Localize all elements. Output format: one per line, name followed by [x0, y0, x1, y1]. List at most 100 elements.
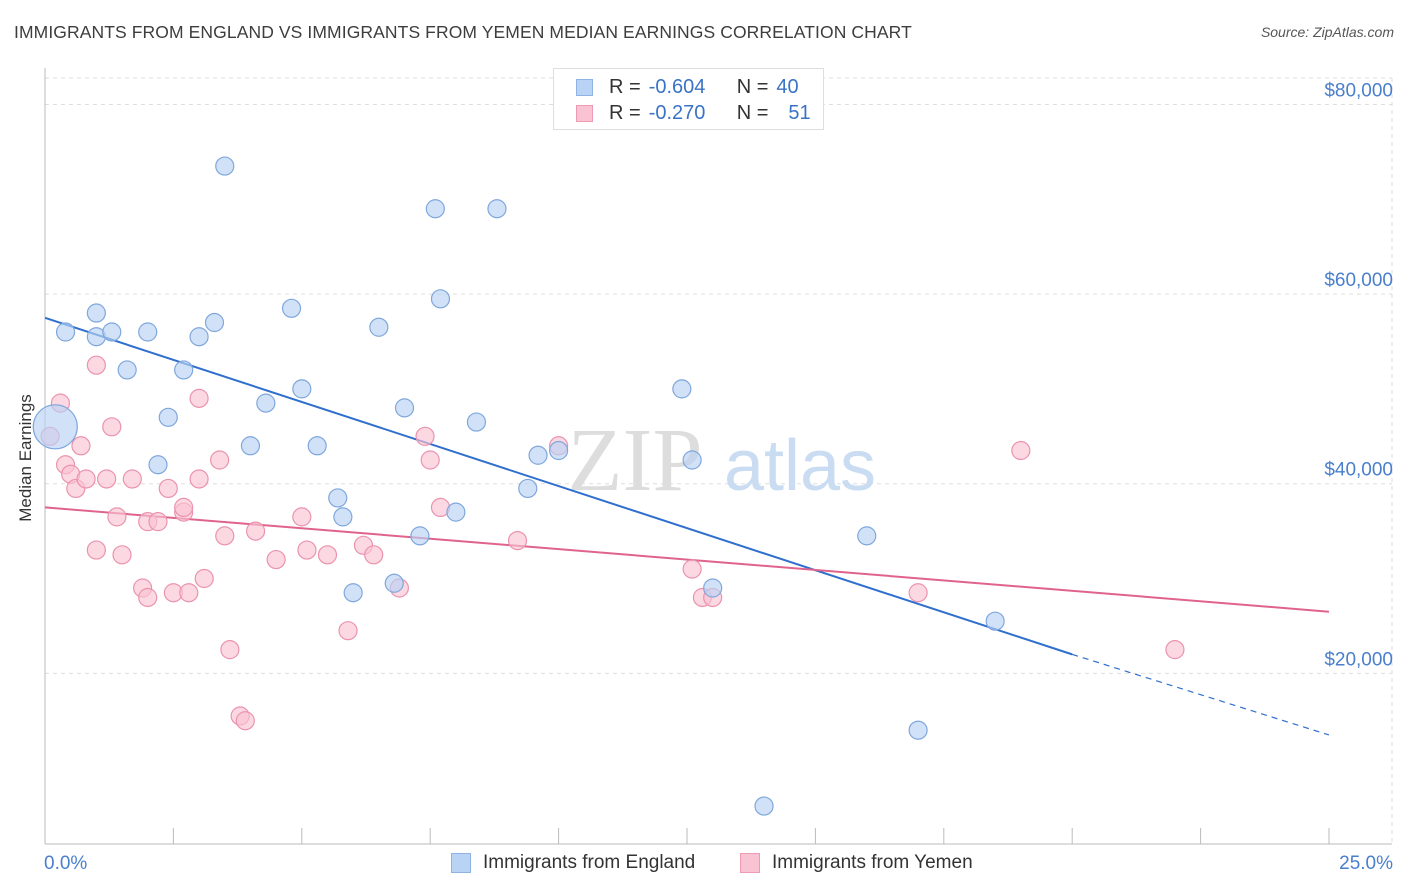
england-point	[86, 303, 106, 323]
england-point	[466, 412, 487, 432]
y-axis-label: Median Earnings	[16, 394, 35, 522]
yemen-legend-swatch	[740, 853, 760, 873]
england-point	[754, 796, 774, 816]
england-point	[425, 199, 445, 219]
england-point	[394, 398, 415, 418]
england-point	[682, 450, 702, 470]
england-point	[369, 317, 389, 337]
yemen-point	[1011, 440, 1031, 461]
yemen-r-value: -0.270	[648, 101, 706, 124]
yemen-point	[112, 545, 132, 565]
yemen-n-label: N =	[736, 101, 769, 124]
england-point	[158, 407, 178, 427]
yemen-point	[179, 583, 199, 603]
england-point	[148, 455, 168, 475]
england-point	[384, 573, 404, 593]
yemen-point	[102, 417, 122, 437]
correlation-legend: R = -0.604 N = 40 R = -0.270 N = 51	[553, 68, 824, 130]
england-point	[204, 312, 225, 333]
yemen-point	[71, 436, 91, 456]
england-point	[240, 436, 261, 456]
yemen-point	[86, 355, 106, 375]
yemen-point	[215, 526, 235, 546]
yemen-point	[297, 540, 317, 560]
yemen-point	[220, 640, 240, 660]
series-england	[32, 156, 1005, 816]
england-point	[307, 436, 327, 456]
yemen-point	[189, 388, 209, 408]
england-point	[487, 199, 507, 219]
england-swatch	[576, 78, 593, 96]
england-point	[189, 327, 209, 347]
x-tick-label: 25.0%	[1339, 853, 1393, 874]
y-tick-label: $60,000	[1324, 270, 1393, 291]
england-point	[328, 488, 348, 508]
y-tick-label: $40,000	[1324, 460, 1393, 481]
yemen-point	[507, 530, 528, 551]
england-point	[446, 502, 466, 522]
yemen-point	[1165, 640, 1185, 660]
england-point	[281, 298, 302, 318]
england-point	[985, 611, 1005, 631]
chart-title: IMMIGRANTS FROM ENGLAND VS IMMIGRANTS FR…	[14, 22, 912, 42]
england-point	[256, 393, 276, 413]
england-point	[410, 526, 430, 546]
england-point	[55, 322, 76, 342]
yemen-point	[194, 568, 214, 589]
tick-labels: $20,000 $40,000 $60,000 $80,000 0.0% 25.0%	[44, 80, 1393, 874]
source-label: Source: ZipAtlas.com	[1260, 24, 1394, 40]
england-point	[32, 404, 78, 450]
yemen-point	[364, 545, 384, 565]
yemen-point	[174, 497, 194, 518]
yemen-legend-label: Immigrants from Yemen	[772, 852, 973, 873]
england-trend-line	[44, 316, 1073, 656]
yemen-point	[86, 540, 106, 560]
yemen-n-value: 51	[788, 101, 811, 124]
england-r-label: R =	[609, 75, 641, 98]
watermark-zip: ZIP	[568, 411, 703, 510]
yemen-point	[415, 426, 435, 446]
england-point	[292, 379, 312, 399]
legend-item-yemen[interactable]: Immigrants from Yemen	[740, 852, 973, 874]
series-legend: Immigrants from England Immigrants from …	[0, 852, 1406, 878]
trend-lines	[44, 316, 1330, 736]
y-tick-label: $20,000	[1324, 649, 1393, 670]
england-point	[528, 445, 548, 465]
england-trend-extension	[1072, 653, 1330, 736]
england-point	[857, 526, 877, 546]
england-point	[518, 478, 538, 499]
yemen-point	[76, 469, 96, 489]
yemen-point	[122, 469, 142, 489]
axes	[44, 68, 1392, 845]
england-point	[333, 507, 353, 527]
x-tick-label: 0.0%	[44, 853, 87, 874]
legend-item-england[interactable]: Immigrants from England	[451, 852, 695, 874]
england-point	[215, 156, 235, 176]
yemen-point	[97, 469, 117, 489]
yemen-point	[292, 507, 312, 527]
legend-row-england: R = -0.604 N = 40	[576, 75, 799, 99]
england-point	[703, 578, 723, 598]
england-point	[548, 440, 569, 461]
yemen-point	[210, 450, 230, 470]
england-legend-label: Immigrants from England	[483, 852, 696, 873]
yemen-point	[235, 711, 255, 731]
watermark: ZIP atlas	[568, 411, 877, 510]
england-legend-swatch	[451, 853, 471, 873]
yemen-swatch	[576, 104, 593, 122]
yemen-point	[266, 549, 286, 570]
yemen-point	[245, 521, 266, 541]
england-point	[117, 360, 137, 380]
yemen-point	[420, 450, 440, 470]
england-point	[430, 289, 451, 309]
yemen-r-label: R =	[609, 101, 641, 124]
england-n-value: 40	[776, 75, 799, 98]
yemen-point	[189, 469, 209, 489]
yemen-point	[682, 559, 702, 579]
yemen-point	[148, 512, 168, 532]
england-point	[174, 360, 194, 380]
england-point	[102, 322, 122, 342]
legend-row-yemen: R = -0.270 N = 51	[576, 101, 811, 125]
england-point	[672, 379, 692, 399]
